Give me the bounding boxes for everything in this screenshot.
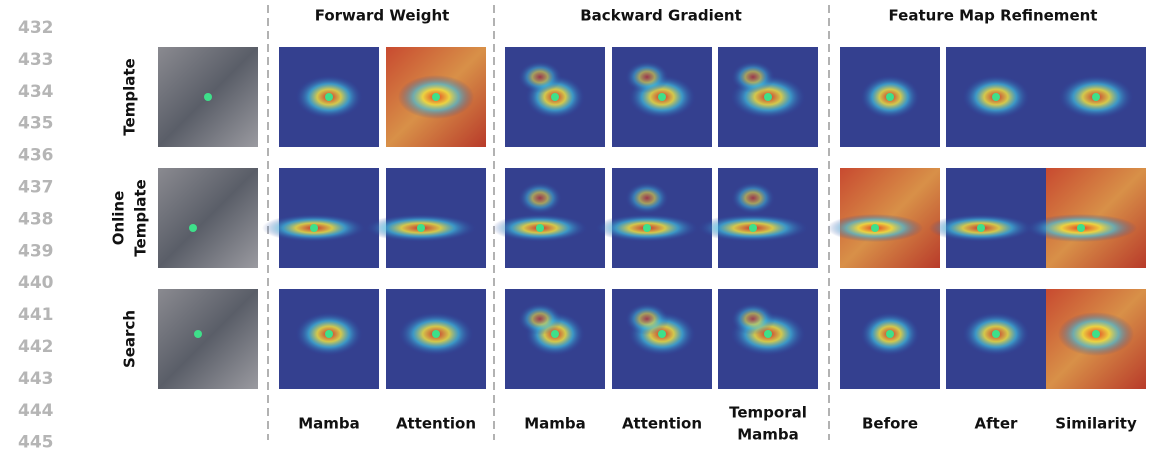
heat-spot [731, 182, 775, 214]
line-number: 441 [18, 305, 54, 325]
image-panel [505, 289, 605, 389]
group-header: Forward Weight [315, 7, 450, 25]
heat-spot [518, 61, 562, 93]
line-number: 432 [18, 18, 54, 38]
image-panel [612, 289, 712, 389]
drone [432, 330, 440, 338]
group-header: Backward Gradient [580, 7, 742, 25]
column-label: Before [862, 415, 918, 433]
line-number: 434 [18, 82, 54, 102]
column-label: After [975, 415, 1018, 433]
drone [871, 224, 879, 232]
heat-spot [625, 182, 669, 214]
image-panel [505, 47, 605, 147]
column-label: Mamba [524, 415, 586, 433]
figure: 432 433 434 435 436 437 438 439 440 441 442 443 444 4… [0, 0, 1149, 450]
column-label: Temporal [729, 404, 807, 422]
line-number: 437 [18, 178, 54, 198]
image-panel [946, 47, 1046, 147]
image-panel [386, 289, 486, 389]
line-number: 440 [18, 273, 54, 293]
drone [1077, 224, 1085, 232]
row-label: Template [132, 179, 150, 256]
drone [204, 93, 212, 101]
image-panel [158, 289, 258, 389]
image-panel [279, 289, 379, 389]
line-number: 445 [18, 433, 54, 450]
group-header: Feature Map Refinement [889, 7, 1098, 25]
image-panel [365, 168, 486, 268]
line-number: 444 [18, 401, 54, 421]
column-label: Attention [396, 415, 476, 433]
image-panel [279, 47, 379, 147]
drone [764, 330, 772, 338]
drone [325, 330, 333, 338]
heat-spot [731, 61, 775, 93]
image-panel [718, 47, 818, 147]
image-panel [1046, 289, 1146, 389]
image-panel [827, 168, 940, 268]
drone [764, 93, 772, 101]
drone [643, 224, 651, 232]
drone [658, 93, 666, 101]
column-label: Mamba [737, 426, 799, 444]
drone [886, 330, 894, 338]
drone [992, 93, 1000, 101]
image-panel [612, 47, 712, 147]
column-label: Mamba [298, 415, 360, 433]
image-panel [158, 168, 258, 268]
image-panel [840, 47, 940, 147]
drone [886, 93, 894, 101]
image-panel [158, 47, 258, 147]
image-panel [492, 168, 605, 268]
line-number: 439 [18, 241, 54, 261]
drone [194, 330, 202, 338]
image [158, 168, 258, 268]
image-panel [1046, 47, 1146, 147]
heat-spot [518, 182, 562, 214]
drone [1092, 93, 1100, 101]
drone [189, 224, 197, 232]
image-panel [386, 47, 486, 147]
drone [417, 224, 425, 232]
line-number: 433 [18, 50, 54, 70]
image-panel [262, 168, 379, 268]
drone [658, 330, 666, 338]
column-label: Attention [622, 415, 702, 433]
image-panel [840, 289, 940, 389]
line-number: 436 [18, 146, 54, 166]
line-number: 438 [18, 209, 54, 229]
line-number: 443 [18, 369, 54, 389]
image-panel [697, 168, 818, 268]
row-label: Search [121, 310, 139, 368]
drone [992, 330, 1000, 338]
drone [749, 224, 757, 232]
drone [551, 330, 559, 338]
row-label: Online [110, 191, 128, 246]
image [158, 289, 258, 389]
column-label: Similarity [1055, 415, 1137, 433]
image-panel [929, 168, 1046, 268]
drone [1092, 330, 1100, 338]
drone [977, 224, 985, 232]
image-panel [946, 289, 1046, 389]
drone [325, 93, 333, 101]
drone [536, 224, 544, 232]
drone [551, 93, 559, 101]
line-number: 435 [18, 114, 54, 134]
image-panel [595, 168, 712, 268]
drone [310, 224, 318, 232]
drone [432, 93, 440, 101]
heat-spot [625, 61, 669, 93]
row-label: Template [121, 58, 139, 135]
image-panel [718, 289, 818, 389]
line-number: 442 [18, 337, 54, 357]
